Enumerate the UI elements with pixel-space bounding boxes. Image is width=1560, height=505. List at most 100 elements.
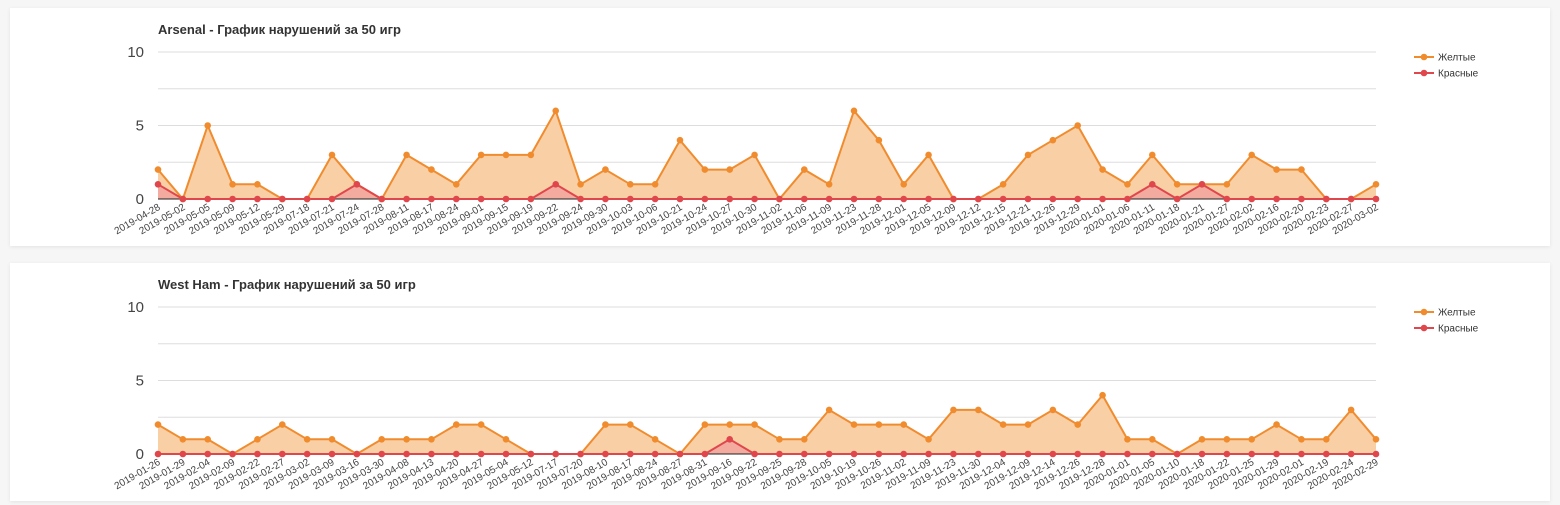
data-point: [452, 195, 460, 203]
data-point: [1074, 421, 1082, 428]
data-point: [950, 406, 957, 414]
data-point: [303, 436, 311, 443]
data-point: [1322, 436, 1330, 443]
data-point: [1099, 166, 1106, 173]
data-point: [974, 195, 982, 203]
data-point: [552, 181, 560, 188]
data-point: [1024, 151, 1032, 159]
data-point: [428, 450, 435, 458]
data-point: [701, 195, 709, 203]
data-point: [502, 195, 510, 203]
data-point: [751, 151, 758, 159]
data-point: [1273, 450, 1280, 458]
data-point: [477, 151, 485, 159]
data-point: [900, 181, 908, 188]
data-point: [825, 406, 833, 414]
legend-label: Желтые: [1438, 308, 1476, 319]
data-point: [800, 166, 808, 173]
data-point: [602, 421, 609, 428]
data-point: [303, 450, 311, 458]
data-point: [751, 421, 758, 428]
data-point: [1298, 166, 1305, 173]
data-point: [1148, 181, 1156, 188]
data-point: [602, 450, 609, 458]
data-point: [726, 421, 734, 428]
data-point: [1024, 195, 1032, 203]
data-point: [278, 421, 286, 428]
data-point: [328, 195, 336, 203]
chart-title: West Ham - График нарушений за 50 игр: [158, 277, 416, 292]
data-point: [900, 450, 908, 458]
data-point: [1148, 436, 1156, 443]
data-point: [179, 436, 187, 443]
data-point: [1372, 436, 1380, 443]
data-point: [1322, 450, 1330, 458]
data-point: [477, 195, 485, 203]
data-point: [428, 195, 435, 203]
data-point: [800, 450, 808, 458]
data-point: [1223, 195, 1231, 203]
data-point: [577, 181, 584, 188]
data-point: [999, 450, 1007, 458]
data-point: [651, 436, 659, 443]
data-point: [776, 450, 783, 458]
data-point: [254, 436, 261, 443]
data-point: [278, 450, 286, 458]
data-point: [403, 436, 410, 443]
data-point: [925, 450, 932, 458]
data-point: [1347, 406, 1355, 414]
data-point: [1148, 151, 1156, 159]
data-point: [179, 195, 187, 203]
data-point: [378, 436, 386, 443]
data-point: [1223, 450, 1231, 458]
data-point: [626, 450, 634, 458]
data-point: [825, 195, 833, 203]
data-point: [378, 195, 386, 203]
data-point: [726, 166, 734, 173]
data-point: [428, 166, 435, 173]
data-point: [328, 436, 336, 443]
data-point: [776, 436, 783, 443]
data-point: [776, 195, 783, 203]
data-point: [800, 436, 808, 443]
data-point: [502, 151, 510, 159]
data-point: [1273, 166, 1280, 173]
data-point: [254, 195, 261, 203]
data-point: [1148, 450, 1156, 458]
data-point: [428, 436, 435, 443]
data-point: [204, 122, 212, 129]
data-point: [477, 450, 485, 458]
data-point: [701, 166, 709, 173]
data-point: [378, 450, 386, 458]
y-tick-label: 0: [136, 191, 144, 208]
data-point: [1024, 450, 1032, 458]
data-point: [999, 421, 1007, 428]
data-point: [1347, 450, 1355, 458]
data-point: [502, 436, 510, 443]
data-point: [1099, 195, 1106, 203]
data-point: [229, 181, 236, 188]
data-point: [1099, 391, 1106, 399]
y-tick-label: 10: [127, 44, 144, 61]
data-point: [974, 450, 982, 458]
data-point: [577, 195, 584, 203]
chart-title: Arsenal - График нарушений за 50 игр: [158, 22, 401, 37]
data-point: [403, 450, 410, 458]
data-point: [502, 450, 510, 458]
data-point: [254, 450, 261, 458]
data-point: [229, 450, 236, 458]
y-tick-label: 10: [127, 299, 144, 316]
legend-swatch-marker: [1420, 308, 1428, 316]
data-point: [527, 450, 535, 458]
data-point: [552, 450, 560, 458]
chart-panel-west-ham: West Ham - График нарушений за 50 игр 0 5 1…: [10, 263, 1550, 501]
data-point: [1198, 450, 1206, 458]
data-point: [204, 450, 212, 458]
series-line: [157, 393, 1377, 456]
data-point: [676, 450, 684, 458]
data-point: [353, 181, 361, 188]
data-point: [1273, 195, 1280, 203]
data-point: [204, 436, 212, 443]
data-point: [452, 181, 460, 188]
chart-arsenal: Arsenal - График нарушений за 50 игр 0 5 10…: [113, 22, 1479, 237]
